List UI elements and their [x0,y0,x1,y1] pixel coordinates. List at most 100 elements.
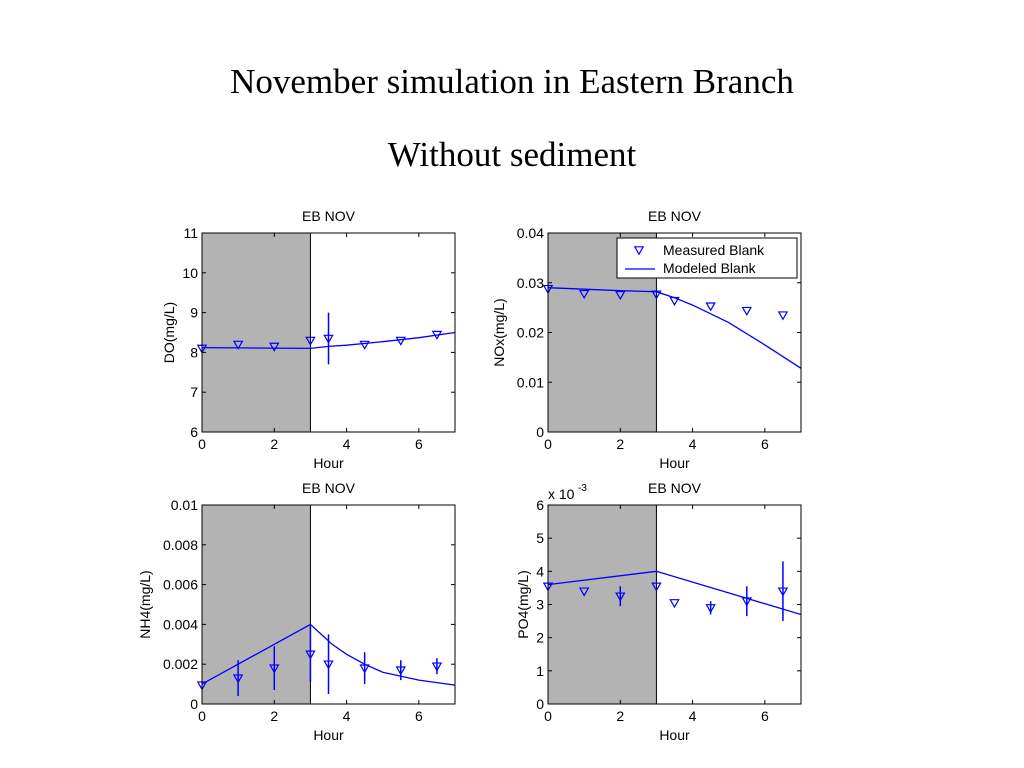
x-tick-label: 2 [616,708,624,724]
legend-label-measured: Measured Blank [663,242,765,258]
measured-point [395,336,407,346]
shaded-region [202,505,311,704]
x-tick-label: 0 [198,708,206,724]
modeled-series-line [202,623,455,686]
chart-title: EB NOV [648,208,702,224]
y-tick-label: 5 [536,530,544,546]
measured-point [232,674,244,684]
chart-2: 0 2 4 6 0 0.01 0.02 0.03 0.04 EB NOV Hour NOx(mg/L)… [491,208,802,471]
chart-title: EB NOV [648,480,702,496]
measured-point [323,334,334,344]
y-tick-label: 0.04 [517,225,544,241]
y-tick-label: 6 [190,424,198,440]
y-tick-label: 0.008 [163,537,198,553]
y-tick-label: 0 [190,696,198,712]
y-tick-label: 4 [536,563,544,579]
y-tick-label: 3 [536,597,544,613]
y-tick-label: 0 [536,696,544,712]
measured-point [705,302,716,312]
measured-point [741,306,753,317]
legend: Measured Blank Modeled Blank [616,237,798,279]
x-tick-label: 4 [343,436,351,452]
x-tick-label: 6 [761,708,769,724]
y-tick-label: 0.004 [163,616,198,632]
shaded-region [548,505,657,704]
y-tick-label: 8 [190,344,198,360]
measured-point [232,340,244,350]
legend-label-modeled: Modeled Blank [663,260,757,276]
modeled-series-line [202,331,455,350]
y-tick-label: 6 [536,497,544,513]
x-tick-label: 2 [616,436,624,452]
x-tick-label: 6 [415,708,423,724]
measured-point [359,664,370,674]
measured-point [431,330,443,340]
measured-point [323,660,334,670]
measured-point [669,296,680,307]
measured-point [777,587,789,597]
y-tick-label: 11 [183,225,198,241]
x-axis-label: Hour [313,455,344,471]
y-tick-label: 7 [190,384,198,400]
x-tick-label: 2 [270,708,278,724]
legend-marker-measured [633,246,645,256]
chart-1: 0 2 4 6 6 7 8 9 10 11 EB NOV Hour DO(mg/L) [161,208,456,471]
measured-point [395,666,407,676]
y-tick-label: 1 [536,663,544,679]
measured-point [741,597,753,607]
y-tick-label: 2 [536,630,544,646]
measured-point [305,336,316,346]
measured-point [615,592,626,602]
x-tick-label: 0 [544,436,552,452]
y-axis-label: DO(mg/L) [161,302,177,363]
measured-point [651,290,662,300]
x-tick-label: 0 [198,436,206,452]
x-tick-label: 4 [343,708,351,724]
y-tick-label: 0.002 [163,656,198,672]
chart-3: 0 2 4 6 0 0.002 0.004 0.006 0.008 0.01 EB NOV Hour N… [137,480,456,743]
shaded-region [202,233,311,432]
y-scale-label: x 10 [548,486,575,502]
x-tick-label: 0 [544,708,552,724]
measured-point [305,650,316,660]
x-axis-label: Hour [659,455,690,471]
x-tick-label: 6 [761,436,769,452]
measured-point [578,289,590,300]
y-tick-label: 0 [536,424,544,440]
y-axis-label: NH4(mg/L) [137,570,153,638]
measured-point [359,340,370,350]
modeled-series-line [548,570,801,616]
measured-point [777,311,789,321]
measured-point [705,604,716,614]
measured-point [578,587,590,597]
plot-frame [201,504,456,705]
slide-title: November simulation in Eastern Branch [230,62,794,101]
y-axis-label: PO4(mg/L) [515,570,531,638]
y-tick-label: 10 [182,265,198,281]
x-tick-label: 6 [415,436,423,452]
x-tick-label: 4 [689,436,697,452]
x-axis-label: Hour [659,727,690,743]
measured-point [269,342,280,352]
x-tick-label: 4 [689,708,697,724]
measured-point [431,662,443,672]
measured-point [615,290,626,301]
measured-point [651,582,662,592]
measured-point [269,664,280,674]
y-scale-exponent: -3 [578,483,587,494]
legend-box [616,237,798,279]
x-tick-label: 2 [270,436,278,452]
plot-frame [201,232,456,433]
slide-subtitle: Without sediment [387,135,637,174]
chart-title: EB NOV [302,208,356,224]
y-tick-label: 0.02 [517,325,544,341]
y-tick-label: 0.006 [163,577,198,593]
y-tick-label: 9 [190,305,198,321]
y-axis-label: NOx(mg/L) [491,298,507,366]
chart-title: EB NOV [302,480,356,496]
x-axis-label: Hour [313,727,344,743]
chart-4: 0 2 4 6 0 1 2 3 4 5 6 EB NOV Hour PO4(mg/L) x 10 -3 [515,480,802,743]
y-tick-label: 0.03 [517,275,544,291]
y-tick-label: 0.01 [517,374,544,390]
